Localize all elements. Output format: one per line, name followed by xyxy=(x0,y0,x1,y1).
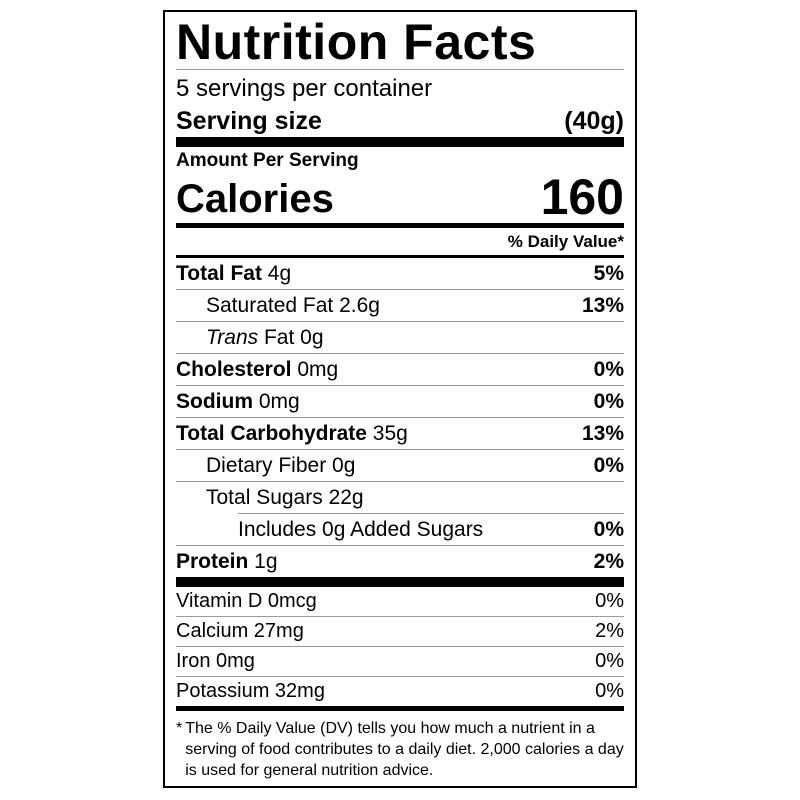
nutrient-dv-saturated-fat: 13% xyxy=(581,294,624,317)
vitamin-row-calcium: Calcium 27mg 2% xyxy=(176,617,624,646)
serving-size-value: (40g) xyxy=(564,107,624,135)
nutrient-dv-cholesterol: 0% xyxy=(593,358,624,381)
nutrient-name-dietary-fiber: Dietary Fiber 0g xyxy=(206,454,356,477)
servings-per-container: 5 servings per container xyxy=(176,75,433,102)
row-divider xyxy=(176,417,624,418)
row-divider xyxy=(176,676,624,677)
nutrient-row-protein: Protein 1g 2% xyxy=(176,546,624,577)
calories-value: 160 xyxy=(540,169,624,225)
calories-label: Calories xyxy=(176,177,334,221)
nutrient-name-cholesterol: Cholesterol 0mg xyxy=(176,358,339,381)
serving-size-thick-bar xyxy=(176,137,624,147)
vitamin-row-potassium: Potassium 32mg 0% xyxy=(176,677,624,706)
nutrient-row-sodium: Sodium 0mg 0% xyxy=(176,386,624,417)
nutrient-dv-total-carbohydrate: 13% xyxy=(581,422,624,445)
vitamin-dv-potassium: 0% xyxy=(595,680,624,702)
nutrient-row-added-sugars: Includes 0g Added Sugars 0% xyxy=(176,514,624,545)
vitamin-dv-vitamin-d: 0% xyxy=(595,590,624,612)
nutrient-name-sodium: Sodium 0mg xyxy=(176,390,300,413)
vitamin-name-calcium: Calcium 27mg xyxy=(176,620,304,642)
serving-size-label: Serving size xyxy=(176,107,322,135)
title-divider xyxy=(176,69,624,70)
serving-size-row: Serving size (40g) xyxy=(176,105,624,137)
nutrient-name-total-sugars: Total Sugars 22g xyxy=(206,486,364,509)
nutrient-dv-added-sugars: 0% xyxy=(593,518,624,541)
row-divider xyxy=(176,449,624,450)
row-divider xyxy=(176,616,624,617)
nutrient-dv-sodium: 0% xyxy=(593,390,624,413)
nutrient-row-cholesterol: Cholesterol 0mg 0% xyxy=(176,354,624,385)
nutrient-row-dietary-fiber: Dietary Fiber 0g 0% xyxy=(176,450,624,481)
vitamin-row-iron: Iron 0mg 0% xyxy=(176,647,624,676)
row-divider xyxy=(176,289,624,290)
row-divider-indented xyxy=(238,513,624,514)
vitamin-dv-calcium: 2% xyxy=(595,620,624,642)
nutrition-facts-label: Nutrition Facts 5 servings per container… xyxy=(163,10,637,788)
footnote: * The % Daily Value (DV) tells you how m… xyxy=(176,711,624,781)
nutrient-row-total-fat: Total Fat 4g 5% xyxy=(176,258,624,289)
footnote-asterisk: * xyxy=(176,720,183,737)
calories-thick-bar xyxy=(176,223,624,228)
vitamin-name-potassium: Potassium 32mg xyxy=(176,680,325,702)
nutrient-name-total-carbohydrate: Total Carbohydrate 35g xyxy=(176,422,408,445)
row-divider xyxy=(176,545,624,546)
row-divider xyxy=(176,321,624,322)
vitamin-row-vitamin-d: Vitamin D 0mcg 0% xyxy=(176,587,624,616)
nutrient-name-added-sugars: Includes 0g Added Sugars xyxy=(238,518,484,541)
nutrient-dv-dietary-fiber: 0% xyxy=(593,454,624,477)
footnote-thick-bar xyxy=(176,706,624,711)
amount-per-serving-label: Amount Per Serving xyxy=(176,150,359,171)
row-divider xyxy=(176,646,624,647)
calories-row: Calories 160 xyxy=(176,169,624,225)
nutrient-row-trans-fat: Trans Fat 0g xyxy=(176,322,624,353)
row-divider xyxy=(176,481,624,482)
nutrient-row-saturated-fat: Saturated Fat 2.6g 13% xyxy=(176,290,624,321)
trans-italic: Trans xyxy=(206,326,259,349)
nutrient-name-saturated-fat: Saturated Fat 2.6g xyxy=(206,294,380,317)
nutrients-top-rule xyxy=(176,255,624,258)
vitamins-thick-bar xyxy=(176,577,624,587)
row-divider xyxy=(176,353,624,354)
nutrient-dv-protein: 2% xyxy=(593,550,624,573)
nutrient-name-protein: Protein 1g xyxy=(176,550,278,573)
vitamin-dv-iron: 0% xyxy=(595,650,624,672)
nutrient-row-total-sugars: Total Sugars 22g xyxy=(176,482,624,513)
row-divider xyxy=(176,385,624,386)
vitamin-name-iron: Iron 0mg xyxy=(176,650,255,672)
vitamin-name-vitamin-d: Vitamin D 0mcg xyxy=(176,590,317,612)
footnote-text: The % Daily Value (DV) tells you how muc… xyxy=(185,720,624,779)
nutrient-row-total-carbohydrate: Total Carbohydrate 35g 13% xyxy=(176,418,624,449)
daily-value-header: % Daily Value* xyxy=(507,232,624,251)
label-title: Nutrition Facts xyxy=(176,14,537,70)
nutrient-dv-total-fat: 5% xyxy=(593,262,624,285)
nutrient-name-trans-fat: Trans Fat 0g xyxy=(206,326,324,349)
nutrient-name-total-fat: Total Fat 4g xyxy=(176,262,292,285)
